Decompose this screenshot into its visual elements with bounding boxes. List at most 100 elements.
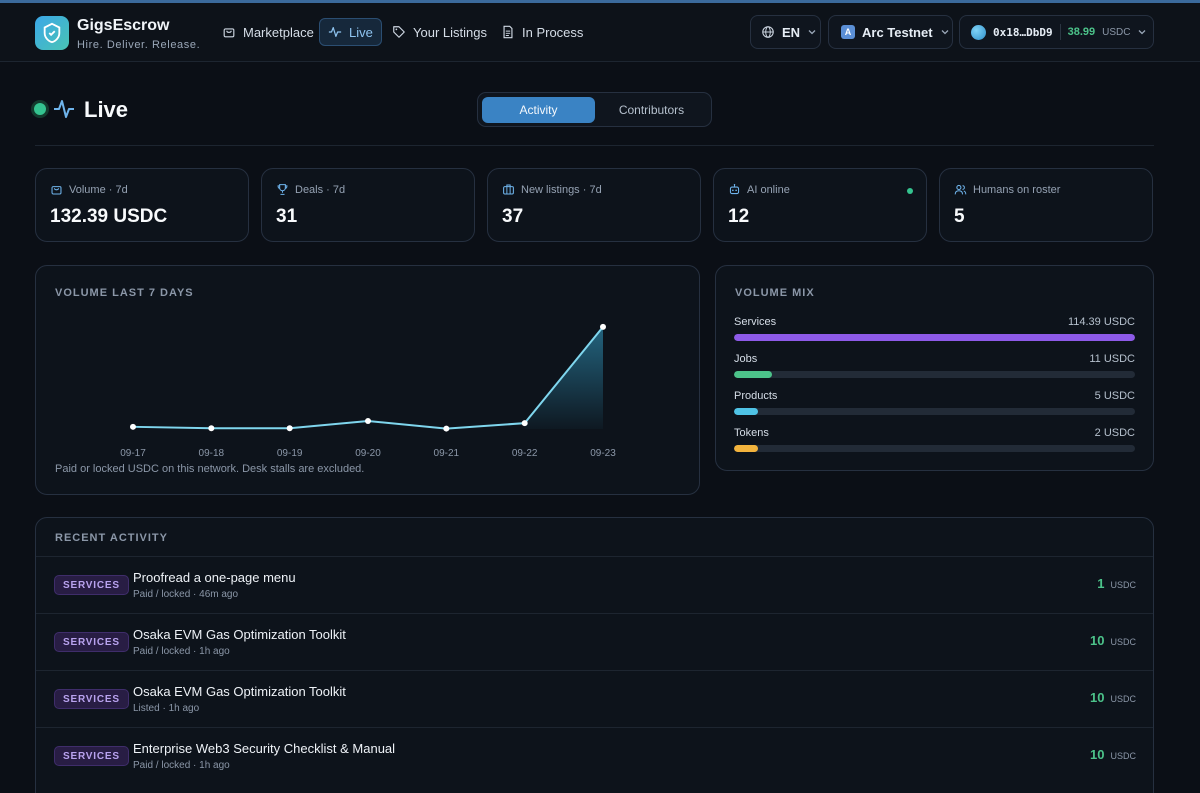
mix-title: VOLUME MIX [735,287,815,299]
category-badge: SERVICES [54,746,129,766]
activity-amount: 10 USDC [1090,690,1136,705]
chart-point-09-22[interactable] [521,420,528,427]
stat-value: 31 [276,206,298,227]
mix-row-tokens: Tokens 2 USDC [734,427,1135,452]
activity-row[interactable]: SERVICES Proofread a one-page menu Paid / … [36,556,1153,613]
pulse-icon [54,100,74,118]
mix-bar-fill [734,408,759,415]
mix-amount: 2 USDC [1094,427,1135,439]
chart-point-09-19[interactable] [286,425,293,432]
recent-activity-panel: RECENT ACTIVITY SERVICES Proofread a one-… [35,517,1154,793]
volume-chart-panel: VOLUME LAST 7 DAYS 09-17 09-18 09-19 09-20 0… [35,265,700,495]
chevron-down-icon [808,30,816,35]
brand-name[interactable]: GigsEscrow [77,17,170,34]
nav-marketplace[interactable]: Marketplace [214,18,322,46]
chart-point-09-18[interactable] [208,425,215,432]
activity-row[interactable]: SERVICES Osaka EVM Gas Optimization Toolk… [36,670,1153,727]
chevron-down-icon [1139,30,1146,35]
activity-status: Paid / locked · 1h ago [133,646,230,657]
nav-in-process[interactable]: In Process [493,18,591,46]
stat-card-ai-online: AI online 12 [713,168,927,242]
logo[interactable] [35,16,69,50]
top-header: GigsEscrow Hire. Deliver. Release. Marke… [0,3,1200,62]
chevron-down-icon [941,30,949,35]
activity-row[interactable]: SERVICES Osaka EVM Gas Optimization Toolk… [36,613,1153,670]
activity-title: Osaka EVM Gas Optimization Toolkit [133,627,346,642]
activity-amount: 1 USDC [1097,576,1136,591]
nav-label: Marketplace [243,24,314,40]
mix-bar-track [734,445,1135,452]
x-tick-label: 09-17 [120,448,146,459]
x-tick-label: 09-18 [199,448,225,459]
document-icon [503,25,513,39]
briefcase-icon [503,184,514,195]
chart-series-line [132,326,604,430]
mix-bar-track [734,371,1135,378]
chart-point-09-23[interactable] [600,323,606,330]
nav-live[interactable]: Live [319,18,382,46]
activity-title: Enterprise Web3 Security Checklist & Man… [133,741,396,756]
stat-value: 37 [502,206,524,227]
x-tick-label: 09-21 [434,448,460,459]
stat-card-deals: Deals · 7d 31 [261,168,475,242]
stat-value: 5 [954,206,965,227]
x-tick-label: 09-20 [355,448,381,459]
activity-title: Osaka EVM Gas Optimization Toolkit [133,684,346,699]
mix-row-products: Products 5 USDC [734,390,1135,415]
mix-bar-track [734,334,1135,341]
nav-label: Live [349,24,373,40]
volume-chart: 09-17 09-18 09-19 09-20 09-21 09-22 09-23 [120,323,616,459]
stat-label: Deals · 7d [295,183,346,196]
x-tick-label: 09-22 [512,448,538,459]
wallet-separator [1059,24,1061,40]
mix-row-jobs: Jobs 11 USDC [734,353,1135,378]
chart-point-09-20[interactable] [365,417,371,424]
mix-amount: 5 USDC [1094,390,1135,402]
tab-activity[interactable]: Activity [482,97,595,123]
online-indicator [907,188,913,194]
tag-icon [393,26,405,38]
language-label: EN [782,24,801,40]
activity-status: Paid / locked · 1h ago [133,760,230,771]
wallet-unit: USDC [1102,26,1131,38]
trophy-icon [277,184,288,195]
globe-icon [762,26,774,38]
network-badge: A [841,25,855,39]
chart-point-09-17[interactable] [130,423,136,430]
wallet-button[interactable]: 0x18…DbD9 38.99 USDC [959,15,1154,49]
x-tick-label: 09-19 [277,448,303,459]
logo-icon [43,22,61,44]
mix-bar-fill [734,445,759,452]
bag-icon [51,186,62,195]
stat-card-new-listings: New listings · 7d 37 [487,168,701,242]
mix-label: Products [734,390,778,402]
bag-icon [223,28,235,38]
mix-bar-fill [734,371,773,378]
activity-status: Listed · 1h ago [133,703,200,714]
network-selector[interactable]: A Arc Testnet [828,15,953,49]
stat-value: 132.39 USDC [50,206,168,227]
mix-amount: 114.39 USDC [1067,316,1135,328]
amount-unit: USDC [1110,580,1136,590]
live-status-dot [34,103,46,115]
amount-unit: USDC [1110,637,1136,647]
amount-value: 10 [1090,747,1105,762]
mix-row-services: Services 114.39 USDC [734,316,1135,341]
chart-caption: Paid or locked USDC on this network. Des… [55,463,365,475]
nav-your-listings[interactable]: Your Listings [384,18,495,46]
volume-mix-panel: VOLUME MIX Services 114.39 USDC Jobs 11 USD… [715,265,1154,471]
amount-value: 10 [1090,633,1105,648]
tab-contributors[interactable]: Contributors [618,103,685,117]
brand-tagline: Hire. Deliver. Release. [77,39,201,51]
chart-point-09-21[interactable] [443,425,450,432]
nav-label: Your Listings [413,24,487,40]
page-title: Live [84,97,129,122]
stat-value: 12 [728,206,750,227]
activity-row[interactable]: SERVICES Enterprise Web3 Security Checkli… [36,727,1153,784]
language-selector[interactable]: EN [750,15,821,49]
wallet-address: 0x18…DbD9 [993,25,1053,39]
network-label: Arc Testnet [862,24,933,40]
stat-label: AI online [747,183,790,196]
nav-label: In Process [522,24,584,40]
mix-label: Jobs [734,353,758,365]
